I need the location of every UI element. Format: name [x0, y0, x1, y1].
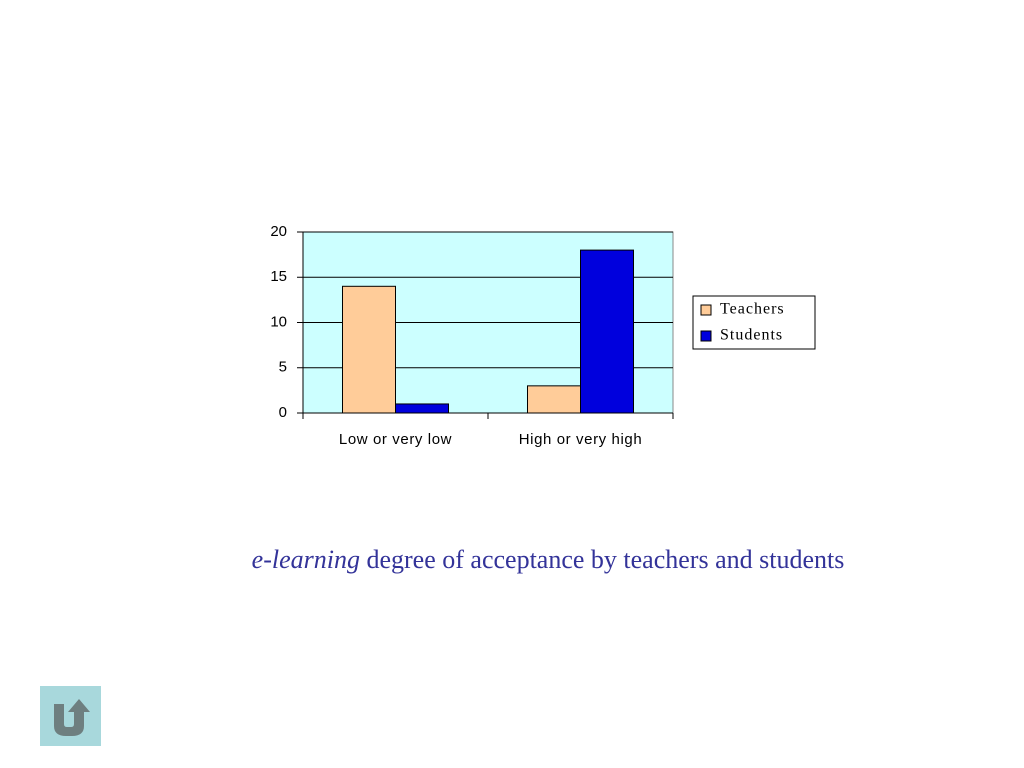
- caption-emphasis: e-learning: [251, 545, 360, 574]
- back-button[interactable]: [40, 686, 101, 746]
- bar: [580, 249, 634, 414]
- caption-text: degree of acceptance by teachers and stu…: [366, 545, 845, 574]
- legend-label: Teachers: [720, 301, 785, 318]
- x-tick-label: High or very high: [518, 431, 643, 448]
- y-tick-label: 0: [279, 404, 287, 421]
- y-tick-label: 10: [270, 313, 287, 330]
- bar: [342, 285, 396, 414]
- back-icon: [54, 699, 90, 736]
- bar: [527, 385, 581, 414]
- legend-label: Students: [720, 327, 783, 344]
- caption: e-learning degree of acceptance by teach…: [0, 545, 1024, 575]
- y-tick-label: 20: [270, 223, 287, 240]
- legend-swatch: [700, 304, 712, 316]
- legend-swatch: [700, 330, 712, 342]
- y-tick-label: 5: [279, 359, 287, 376]
- bar: [395, 403, 449, 414]
- y-tick-label: 15: [270, 268, 287, 285]
- x-tick-label: Low or very low: [338, 431, 453, 448]
- chart: 0 5 10 15 20 Teachers Students: [270, 223, 816, 421]
- legend-box: [692, 295, 816, 350]
